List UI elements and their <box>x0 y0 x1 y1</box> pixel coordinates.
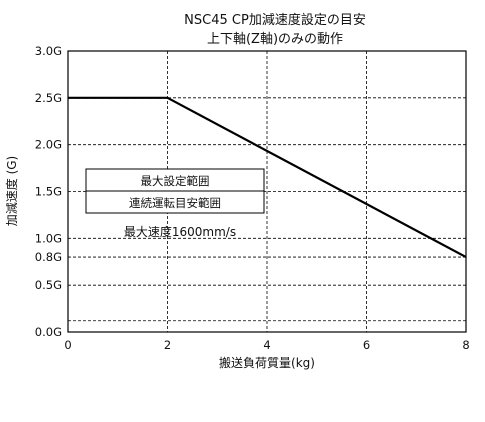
max-speed-annotation: 最大速度1600mm/s <box>124 224 236 239</box>
series-line-continuous <box>68 97 467 258</box>
y-tick-label: 2.0G <box>35 138 62 152</box>
y-axis-label: 加減速度 (G) <box>4 156 19 226</box>
x-tick-label: 8 <box>462 338 469 352</box>
chart-title: NSC45 CP加減速度設定の目安 <box>184 12 366 28</box>
series-layer <box>68 96 467 259</box>
y-tick-label: 0.8G <box>35 250 62 264</box>
x-axis-ticks: 0 2 4 6 8 <box>64 338 469 352</box>
x-tick-label: 4 <box>263 338 270 352</box>
y-tick-label: 1.0G <box>35 231 62 245</box>
legend-entry-max-range: 最大設定範囲 <box>141 174 210 188</box>
chart-subtitle: 上下軸(Z軸)のみの動作 <box>207 32 343 47</box>
plot-frame <box>67 50 467 333</box>
legend-entry-continuous-range: 連続運転目安範囲 <box>129 196 221 210</box>
y-tick-label: 1.5G <box>35 185 62 199</box>
x-tick-label: 6 <box>363 338 370 352</box>
x-tick-label: 2 <box>164 338 171 352</box>
y-tick-label: 0.5G <box>35 278 62 292</box>
y-tick-label: 0.0G <box>35 325 62 339</box>
y-axis-ticks: 0.0G 0.5G 0.8G 1.0G 1.5G 2.0G 2.5G 3.0G <box>35 44 62 339</box>
x-tick-label: 0 <box>64 338 71 352</box>
legend: 最大設定範囲 連続運転目安範囲 <box>85 168 265 214</box>
x-axis-label: 搬送負荷質量(kg) <box>219 355 315 370</box>
y-tick-label: 3.0G <box>35 44 62 58</box>
y-tick-label: 2.5G <box>35 91 62 105</box>
